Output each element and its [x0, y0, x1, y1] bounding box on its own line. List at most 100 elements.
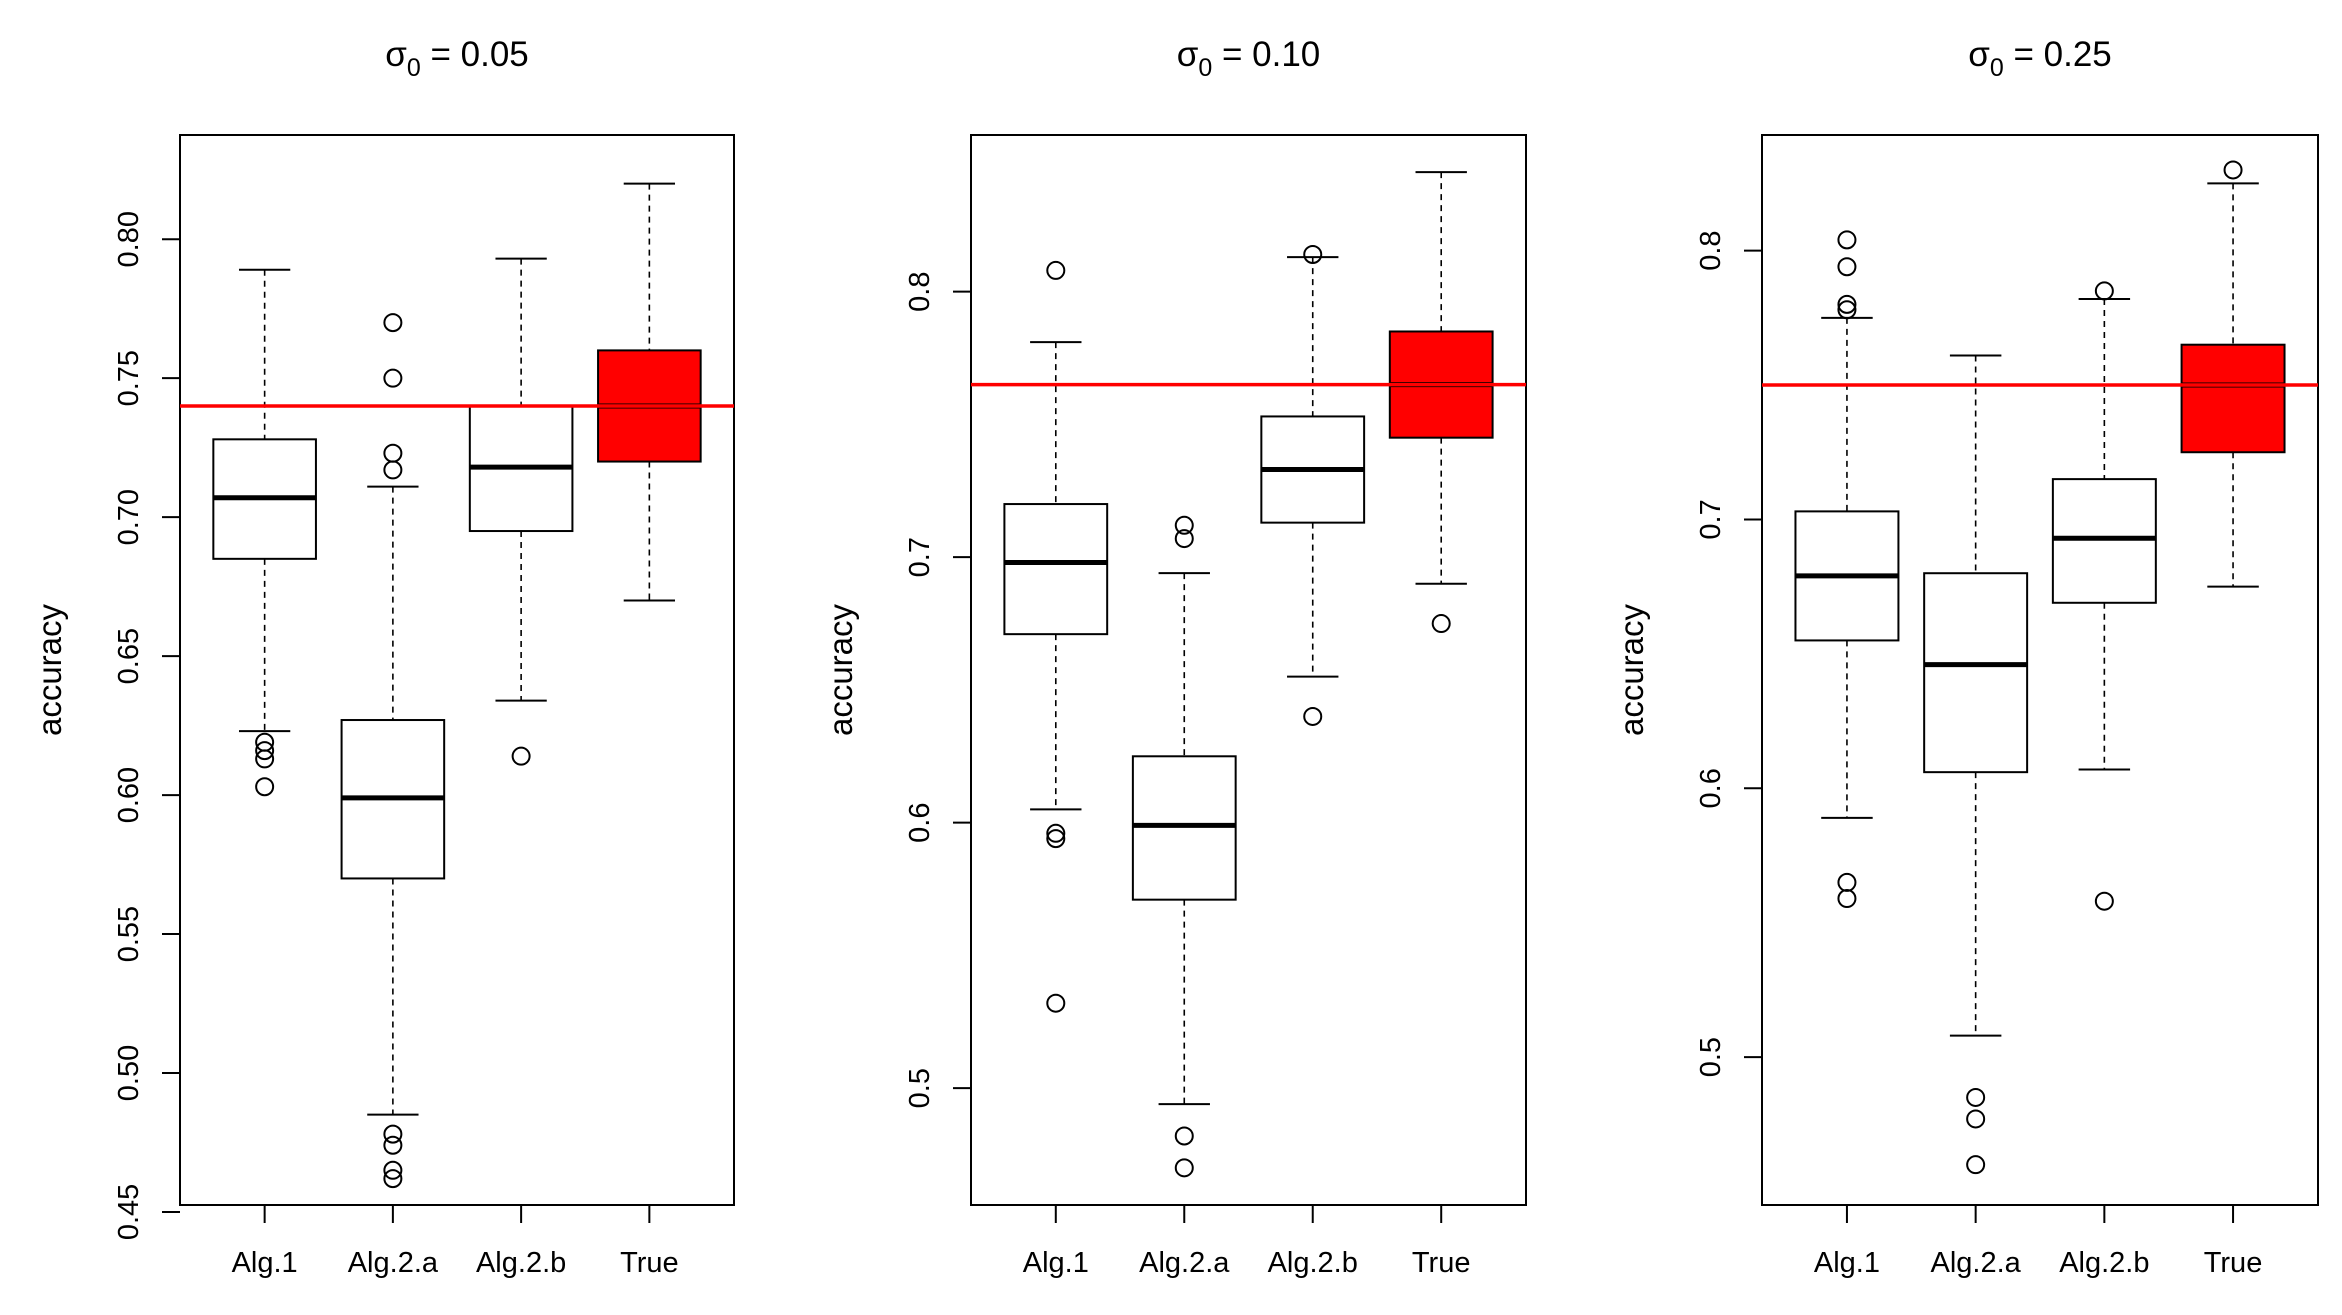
x-tick-label: Alg.2.a: [1930, 1247, 2021, 1279]
iqr-box: [1923, 572, 2029, 774]
outlier-point: [255, 777, 275, 797]
y-axis-label: accuracy: [1613, 603, 1650, 736]
title-subscript: 0: [1990, 54, 2004, 82]
outlier-point: [383, 1124, 403, 1144]
title-symbol: σ: [1968, 35, 1990, 74]
outlier-point: [1046, 260, 1066, 280]
title-value: = 0.10: [1212, 35, 1320, 74]
outlier-point: [1966, 1087, 1986, 1107]
outlier-point: [1174, 529, 1194, 549]
box-alg-2-a: [340, 313, 446, 1189]
box-alg-1: [212, 268, 317, 797]
y-tick-label: 0.60: [113, 767, 145, 823]
outlier-point: [1303, 706, 1323, 726]
outlier-point: [1174, 515, 1194, 535]
panel-2: σ0 = 0.10 0.5 0.6 0.7 0.8 accuracy Alg.1 Alg.2.…: [822, 35, 1527, 1279]
x-tick-label: Alg.1: [1023, 1247, 1089, 1279]
iqr-box: [1131, 755, 1237, 901]
box-true: [2180, 160, 2286, 588]
y-tick-label: 0.5: [904, 1068, 936, 1108]
title-symbol: σ: [385, 35, 407, 74]
y-tick-label: 0.8: [904, 271, 936, 311]
x-tick-label: Alg.1: [232, 1247, 298, 1279]
x-tick-label: True: [620, 1247, 679, 1279]
y-tick-label: 0.8: [1695, 230, 1727, 270]
outlier-point: [383, 1169, 403, 1189]
title-value: = 0.05: [421, 35, 529, 74]
outlier-point: [383, 443, 403, 463]
y-tick-label: 0.6: [1695, 768, 1727, 808]
outlier-point: [1046, 829, 1066, 849]
box-alg-1: [1003, 260, 1109, 1013]
panel-title: σ0 = 0.05: [385, 35, 529, 82]
y-tick-label: 0.80: [113, 211, 145, 267]
x-tick-label: Alg.2.b: [1268, 1247, 1358, 1279]
plot-frame: [970, 134, 1527, 1206]
x-tick-label: Alg.2.a: [348, 1247, 439, 1279]
outlier-point: [1966, 1155, 1986, 1175]
panel-3: σ0 = 0.25 0.5 0.6 0.7 0.8 accuracy Alg.1 Alg.2.…: [1613, 35, 2319, 1279]
outlier-point: [1837, 889, 1857, 909]
title-symbol: σ: [1177, 35, 1199, 74]
y-tick-label: 0.65: [113, 628, 145, 684]
box-alg-2-b: [1260, 244, 1366, 726]
outlier-point: [511, 746, 531, 766]
outlier-point: [1174, 1158, 1194, 1178]
y-tick-label: 0.5: [1695, 1037, 1727, 1077]
iqr-box: [2180, 343, 2286, 454]
iqr-box: [1003, 503, 1109, 636]
outlier-point: [255, 741, 275, 761]
outlier-point: [383, 460, 403, 480]
box-true: [597, 182, 702, 602]
box-alg-2-a: [1131, 515, 1237, 1178]
outlier-point: [383, 313, 403, 333]
box-alg-1: [1794, 230, 1900, 909]
box-alg-2-b: [2051, 281, 2157, 911]
panel-title: σ0 = 0.10: [1177, 35, 1321, 82]
outlier-point: [255, 732, 275, 752]
outlier-point: [1303, 244, 1323, 264]
box-alg-2-a: [1923, 354, 2029, 1175]
title-value: = 0.25: [2004, 35, 2112, 74]
y-axis-label: accuracy: [822, 603, 859, 736]
y-tick-label: 0.70: [113, 489, 145, 545]
outlier-point: [383, 368, 403, 388]
outlier-point: [1837, 294, 1857, 314]
y-tick-label: 0.7: [1695, 499, 1727, 539]
x-tick-label: Alg.2.b: [476, 1247, 566, 1279]
outlier-point: [1174, 1126, 1194, 1146]
outlier-point: [1837, 300, 1857, 320]
outlier-point: [2094, 281, 2114, 301]
x-tick-label: Alg.2.a: [1139, 1247, 1230, 1279]
iqr-box: [2051, 478, 2157, 604]
panel-1: σ0 = 0.05 0.45 0.50 0.55 0.60 0.65 0.70 0.75 0.8…: [31, 35, 735, 1279]
x-tick-label: True: [2204, 1247, 2263, 1279]
y-tick-label: 0.6: [904, 803, 936, 843]
y-tick-label: 0.7: [904, 537, 936, 577]
title-subscript: 0: [407, 54, 421, 82]
y-tick-label: 0.55: [113, 906, 145, 962]
outlier-point: [1046, 993, 1066, 1013]
outlier-point: [1837, 230, 1857, 250]
x-tick-label: Alg.1: [1814, 1247, 1880, 1279]
outlier-point: [2094, 891, 2114, 911]
y-tick-label: 0.45: [113, 1184, 145, 1240]
outlier-point: [383, 1135, 403, 1155]
plot-frame: [1761, 134, 2319, 1206]
title-subscript: 0: [1198, 54, 1212, 82]
outlier-point: [383, 1160, 403, 1180]
y-tick-label: 0.50: [113, 1045, 145, 1101]
x-tick-label: True: [1412, 1247, 1471, 1279]
plot-frame: [179, 134, 735, 1206]
y-tick-label: 0.75: [113, 350, 145, 406]
outlier-point: [1837, 257, 1857, 277]
box-alg-2-b: [468, 257, 574, 766]
box-true: [1388, 171, 1494, 634]
outlier-point: [1837, 872, 1857, 892]
outlier-point: [1966, 1109, 1986, 1129]
y-axis-label: accuracy: [31, 603, 68, 736]
outlier-point: [1431, 614, 1451, 634]
outlier-point: [1046, 823, 1066, 843]
x-tick-label: Alg.2.b: [2059, 1247, 2149, 1279]
